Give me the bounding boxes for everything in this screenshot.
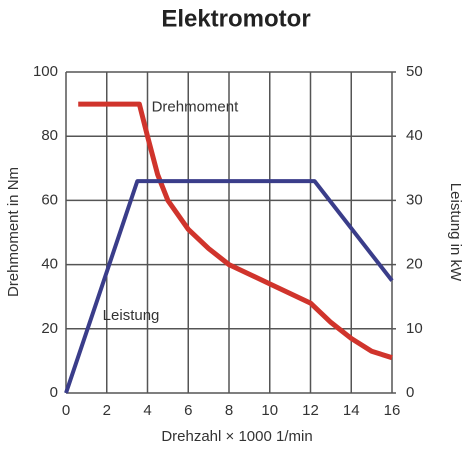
x-tick-label: 14 xyxy=(343,402,360,419)
x-tick-label: 6 xyxy=(184,402,192,419)
series-line xyxy=(64,179,394,394)
series-line xyxy=(78,101,393,361)
y-tick-label: 20 xyxy=(41,320,58,337)
y2-tick-label: 10 xyxy=(406,320,423,337)
y-tick-label: 60 xyxy=(41,191,58,208)
x-axis-label: Drehzahl × 1000 1/min xyxy=(161,428,312,445)
x-tick-label: 10 xyxy=(261,402,278,419)
y-tick-label: 40 xyxy=(41,256,58,273)
series-label: Drehmoment xyxy=(152,98,240,115)
chart-title: Elektromotor xyxy=(161,5,310,32)
y-tick-label: 0 xyxy=(50,384,58,401)
y-tick-label: 100 xyxy=(33,63,58,80)
y2-tick-label: 40 xyxy=(406,127,423,144)
series-label: Leistung xyxy=(103,307,160,324)
y2-tick-label: 0 xyxy=(406,384,414,401)
y2-axis-label: Leistung in kW xyxy=(447,183,464,282)
y-axis-label: Drehmoment in Nm xyxy=(5,167,22,297)
x-tick-label: 16 xyxy=(384,402,401,419)
x-tick-label: 4 xyxy=(143,402,151,419)
x-tick-label: 12 xyxy=(302,402,319,419)
x-tick-label: 8 xyxy=(225,402,233,419)
y-tick-label: 80 xyxy=(41,127,58,144)
x-tick-label: 0 xyxy=(62,402,70,419)
y2-tick-label: 50 xyxy=(406,63,423,80)
y2-tick-label: 30 xyxy=(406,191,423,208)
y2-tick-label: 20 xyxy=(406,256,423,273)
x-tick-label: 2 xyxy=(103,402,111,419)
